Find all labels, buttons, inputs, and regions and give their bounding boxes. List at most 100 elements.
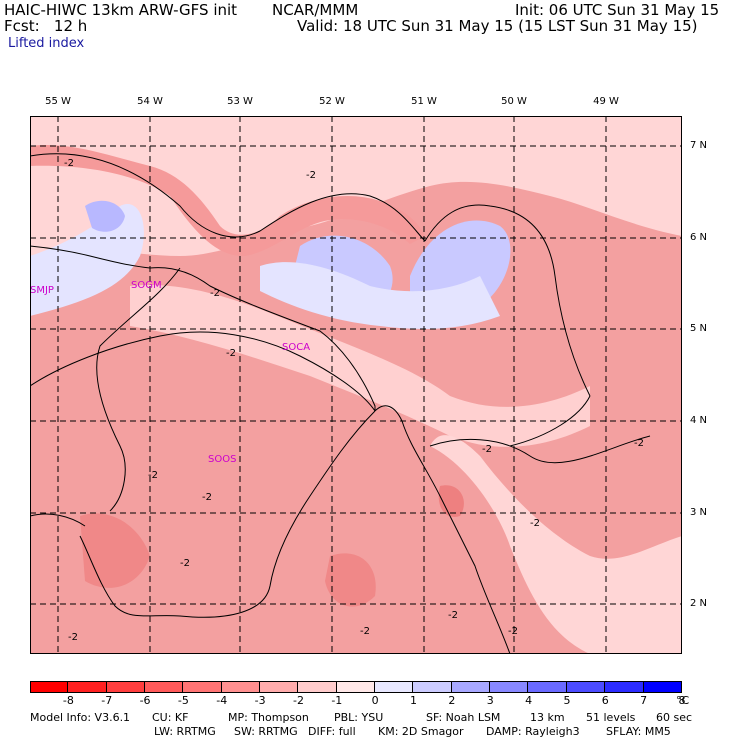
lat-lon-grid	[30, 116, 682, 654]
footer-sflay: SFLAY: MM5	[606, 725, 671, 738]
colorbar-swatch	[68, 681, 107, 693]
footer-mp: MP: Thompson	[228, 711, 309, 724]
footer-lw: LW: RRTMG	[154, 725, 216, 738]
blue-region	[85, 200, 125, 232]
contour-label: -2	[448, 610, 458, 621]
colorbar-swatch	[106, 681, 146, 693]
contour-label: -2	[530, 518, 540, 529]
footer-damp: DAMP: Rayleigh3	[486, 725, 580, 738]
station-soca: SOCA	[282, 342, 310, 353]
pale-blue-region	[260, 262, 500, 329]
colorbar-tick-label: -4	[216, 694, 228, 707]
colorbar-swatch	[336, 681, 376, 693]
agency-label: NCAR/MMM	[272, 1, 359, 19]
contour-label: -2	[508, 626, 518, 637]
dark-pink-region	[80, 513, 150, 588]
colorbar-swatch	[145, 681, 184, 693]
colorbar-swatch	[30, 681, 69, 693]
map-frame	[30, 116, 682, 654]
colorbar-swatch	[221, 681, 261, 693]
colorbar-swatch	[451, 681, 491, 693]
colorbar-swatch	[566, 681, 606, 693]
contour-label: -2	[148, 470, 158, 481]
lifted-index-map: -2 -2 -2 -2 -2 -2 -2 -2 -2 -2 -2 -2 -2 -…	[30, 116, 682, 654]
colorbar-swatch	[413, 681, 452, 693]
lat-label: 2 N	[690, 598, 708, 609]
contour-label: -2	[306, 170, 316, 181]
footer-cu: CU: KF	[152, 711, 189, 724]
lat-label: 6 N	[690, 232, 708, 243]
footer-sw: SW: RRTMG	[234, 725, 298, 738]
footer-resolution: 13 km	[530, 711, 565, 724]
contour-label: -2	[202, 492, 212, 503]
station-sogm: SOGM	[131, 280, 162, 291]
forecast-hour: Fcst: 12 h	[4, 17, 88, 35]
lon-label: 55 W	[45, 96, 71, 107]
colorbar-tick-label: 2	[448, 694, 456, 707]
colorbar-tick-label: 6	[601, 694, 609, 707]
colorbar-swatch	[260, 681, 299, 693]
lat-label: 7 N	[690, 140, 708, 151]
contour-lines	[30, 153, 651, 464]
lat-label: 4 N	[690, 415, 708, 426]
footer-levels: 51 levels	[586, 711, 636, 724]
colorbar-swatch	[528, 681, 567, 693]
lon-label: 49 W	[593, 96, 619, 107]
contour-label: -2	[210, 288, 220, 299]
footer-km: KM: 2D Smagor	[378, 725, 464, 738]
colorbar-tick-label: -6	[139, 694, 151, 707]
colorbar-tick-label: 0	[371, 694, 379, 707]
footer-timestep: 60 sec	[656, 711, 693, 724]
colorbar-unit: °C	[676, 694, 690, 707]
init-time: Init: 06 UTC Sun 31 May 15	[515, 1, 720, 19]
contour-label: -2	[634, 438, 644, 449]
lon-label: 50 W	[501, 96, 527, 107]
colorbar-tick-label: -8	[62, 694, 74, 707]
colorbar-tick-label: 7	[640, 694, 648, 707]
colorbar-swatch	[490, 681, 529, 693]
light-pink-region	[30, 116, 682, 266]
footer-diff: DIFF: full	[308, 725, 356, 738]
colorbar-swatch	[298, 681, 337, 693]
footer-model-info: Model Info: V3.6.1	[30, 711, 131, 724]
dark-pink-region	[325, 553, 376, 607]
contour-label: -2	[360, 626, 370, 637]
footer-sf: SF: Noah LSM	[426, 711, 501, 724]
light-pink-region	[430, 435, 682, 654]
lon-label: 51 W	[411, 96, 437, 107]
light-pink-region	[130, 285, 590, 447]
model-title: HAIC-HIWC 13km ARW-GFS init	[4, 1, 238, 19]
colorbar	[30, 681, 682, 693]
field-name: Lifted index	[8, 36, 85, 51]
colorbar-tick-label: 8	[678, 694, 686, 707]
colorbar-tick-label: -1	[331, 694, 343, 707]
station-soos: SOOS	[208, 454, 236, 465]
lon-label: 53 W	[227, 96, 253, 107]
colorbar-tick-label: 3	[486, 694, 494, 707]
coastal-strip	[30, 145, 425, 257]
lat-label: 5 N	[690, 323, 708, 334]
lon-label: 54 W	[137, 96, 163, 107]
colorbar-tick-label: 5	[563, 694, 571, 707]
colorbar-tick-label: -7	[101, 694, 113, 707]
footer-pbl: PBL: YSU	[334, 711, 384, 724]
station-smjp: SMJP	[30, 285, 54, 296]
contour-label: -2	[64, 158, 74, 169]
contour-label: -2	[180, 558, 190, 569]
contour-label: -2	[226, 348, 236, 359]
colorbar-tick-label: -5	[177, 694, 189, 707]
colorbar-swatch	[183, 681, 222, 693]
valid-time: Valid: 18 UTC Sun 31 May 15 (15 LST Sun …	[297, 17, 698, 35]
lon-label: 52 W	[319, 96, 345, 107]
colorbar-tick-label: -3	[254, 694, 266, 707]
colorbar-swatch	[605, 681, 644, 693]
colorbar-tick-label: 4	[525, 694, 533, 707]
colorbar-tick-label: 1	[410, 694, 418, 707]
colorbar-tick-label: -2	[292, 694, 304, 707]
dark-pink-region	[438, 485, 464, 517]
lat-label: 3 N	[690, 507, 708, 518]
colorbar-swatch	[375, 681, 414, 693]
contour-label: -2	[68, 632, 78, 643]
contour-label: -2	[482, 444, 492, 455]
coastline	[30, 245, 511, 654]
